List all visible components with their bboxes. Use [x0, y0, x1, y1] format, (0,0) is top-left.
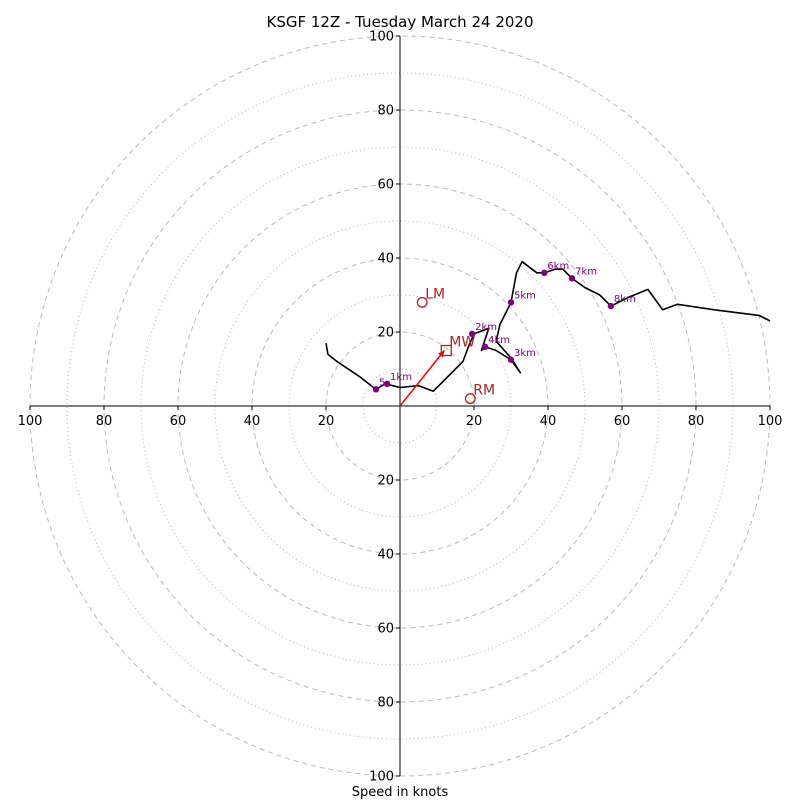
y-tick-label: 40	[377, 548, 394, 563]
y-tick-label: 60	[377, 622, 394, 637]
y-tick-label: 100	[369, 30, 394, 45]
x-tick-label: 100	[18, 414, 43, 429]
storm-motion-marker	[416, 296, 428, 308]
height-marker-point	[607, 302, 615, 310]
x-tick-label: 100	[758, 414, 783, 429]
storm-motion-label: RM	[473, 383, 495, 399]
x-axis-label: Speed in knots	[352, 785, 449, 800]
height-marker-point	[468, 330, 476, 338]
height-markers: 5 1km 2km 4km 3km 5km 6km 7km 8km	[372, 261, 636, 393]
y-tick-label: 80	[377, 104, 394, 119]
x-tick-label: 80	[96, 414, 113, 429]
y-tick-label: 20	[377, 326, 394, 341]
x-tick-label: 80	[688, 414, 705, 429]
y-tick-label: 20	[377, 474, 394, 489]
x-tick-label: 60	[170, 414, 187, 429]
chart-title: KSGF 12Z - Tuesday March 24 2020	[266, 13, 533, 31]
y-tick-label: 40	[377, 252, 394, 267]
height-marker-point	[481, 343, 489, 350]
storm-motion-label: MW	[449, 335, 475, 351]
height-marker-point	[568, 275, 576, 282]
mean-wind-vector-line	[399, 350, 445, 407]
height-marker-point	[507, 299, 515, 306]
y-tick-label: 80	[377, 696, 394, 711]
x-tick-label: 20	[466, 414, 483, 429]
height-marker-label: 5	[379, 377, 385, 388]
height-marker-point	[541, 269, 548, 276]
storm-motion-label: LM	[425, 286, 445, 302]
y-tick-label: 60	[377, 178, 394, 193]
x-tick-label: 40	[540, 414, 557, 429]
height-marker-label: 4km	[488, 335, 510, 346]
height-marker-label: 1km	[390, 372, 412, 383]
height-marker-label: 8km	[614, 294, 636, 305]
wind-profile	[325, 260, 771, 393]
axis-tick-labels: 100 80 60 40 20 20 40 60 80 100 100 80 60 40 20 20 40 60 8…	[18, 30, 783, 785]
x-tick-label: 40	[244, 414, 261, 429]
wind-profile-line	[325, 260, 771, 393]
height-marker-label: 2km	[475, 322, 497, 333]
height-marker-label: 7km	[575, 266, 597, 277]
height-marker-point	[383, 380, 391, 387]
x-tick-label: 20	[318, 414, 335, 429]
height-marker-label: 5km	[514, 290, 536, 301]
height-marker-label: 6km	[547, 261, 569, 272]
height-marker-label: 3km	[514, 348, 536, 359]
storm-motion-markers: LM MW RM	[399, 286, 495, 407]
storm-motion-marker	[440, 344, 452, 357]
storm-motion-marker	[464, 393, 476, 405]
y-tick-label: 100	[369, 770, 394, 785]
x-tick-label: 60	[614, 414, 631, 429]
height-marker-point	[372, 386, 380, 393]
height-marker-point	[507, 356, 515, 363]
